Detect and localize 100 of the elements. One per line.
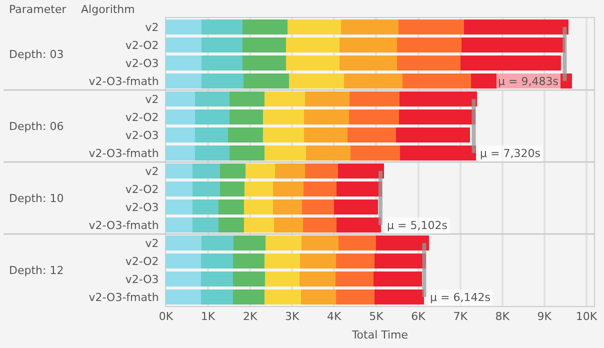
bar: [264, 290, 301, 304]
bar: [402, 74, 471, 88]
bar: [348, 110, 399, 124]
y-tick-label: v2: [145, 20, 159, 34]
bar: [266, 236, 302, 250]
bar: [264, 146, 306, 160]
bar: [399, 92, 478, 106]
y-tick-label: v2-O3: [125, 272, 159, 286]
bar: [244, 218, 274, 232]
text: Depth: 12: [9, 264, 64, 277]
x-tick-label: 8K: [495, 310, 510, 324]
bar: [340, 38, 398, 52]
bar: [232, 254, 264, 268]
bar: [166, 74, 202, 88]
annotation: μ = 5,102s: [387, 219, 448, 232]
bar: [300, 272, 336, 286]
bar: [303, 218, 336, 232]
y-tick-label: v2: [145, 164, 159, 178]
bar: [244, 182, 274, 196]
bar: [195, 146, 230, 160]
bar: [166, 110, 196, 124]
bar: [336, 290, 375, 304]
bar: [243, 74, 289, 88]
bar: [397, 38, 462, 52]
bar: [302, 200, 334, 214]
annotation: μ = 6,142s: [430, 291, 491, 304]
bar: [166, 56, 202, 70]
text: Depth: 03: [9, 48, 64, 61]
bar: [195, 128, 228, 142]
bar: [288, 74, 344, 88]
text: Parameter: [9, 3, 67, 16]
text: Depth: 06: [9, 120, 64, 133]
bar: [166, 38, 202, 52]
bar: [166, 254, 201, 268]
bar: [228, 128, 264, 142]
bar: [264, 254, 300, 268]
bar: [166, 164, 192, 178]
bar: [200, 272, 233, 286]
bar: [350, 146, 400, 160]
x-tick-label: 4K: [327, 310, 342, 324]
bar: [200, 290, 233, 304]
bar: [374, 290, 424, 304]
y-tick-label: v2-O3-fmath: [88, 218, 159, 232]
bar: [300, 290, 336, 304]
bar: [192, 182, 220, 196]
bar: [232, 272, 266, 286]
bar: [195, 92, 230, 106]
x-tick-label: 9K: [537, 310, 552, 324]
y-tick-label: v2: [145, 92, 159, 106]
bar: [192, 218, 219, 232]
bar: [166, 272, 201, 286]
bar: [166, 146, 196, 160]
y-tick-label: v2-O2: [125, 38, 159, 52]
y-tick-label: v2-O2: [125, 110, 159, 124]
bar: [373, 272, 422, 286]
bar: [166, 92, 196, 106]
bar: [229, 110, 264, 124]
bar: [334, 200, 378, 214]
bar: [166, 236, 202, 250]
bar: [242, 20, 288, 34]
text: Depth: 10: [9, 192, 64, 205]
bar: [336, 254, 375, 268]
bar: [306, 146, 351, 160]
bar: [376, 236, 430, 250]
bar: [335, 272, 374, 286]
x-tick-label: 0K: [158, 310, 174, 324]
x-tick-label: 5K: [369, 310, 384, 324]
bar: [242, 56, 286, 70]
bar: [166, 128, 196, 142]
bar: [233, 236, 266, 250]
bar: [340, 20, 398, 34]
x-axis-title: Total Time: [350, 328, 408, 342]
bar: [218, 200, 244, 214]
y-tick-label: v2-O3: [125, 56, 159, 70]
bar: [218, 218, 244, 232]
bar: [288, 20, 341, 34]
bar: [336, 218, 381, 232]
x-tick-label: 6K: [411, 310, 426, 324]
bar: [192, 164, 220, 178]
bar: [305, 164, 338, 178]
bar: [166, 290, 201, 304]
bar: [460, 56, 561, 70]
bar: [304, 110, 349, 124]
bar: [286, 38, 340, 52]
x-tick-label: 1K: [200, 310, 216, 324]
bar: [305, 92, 350, 106]
bar: [400, 146, 476, 160]
y-tick-label: v2-O3-fmath: [88, 290, 159, 304]
bar: [303, 182, 337, 196]
bar: [397, 56, 460, 70]
bar: [245, 164, 275, 178]
bar: [166, 20, 202, 34]
bar: [244, 200, 273, 214]
bar: [166, 182, 192, 196]
bar: [166, 200, 192, 214]
y-tick-label: v2-O2: [125, 182, 159, 196]
bar: [344, 74, 403, 88]
text: Algorithm: [81, 3, 135, 16]
bar: [300, 254, 336, 268]
bar: [464, 20, 568, 34]
